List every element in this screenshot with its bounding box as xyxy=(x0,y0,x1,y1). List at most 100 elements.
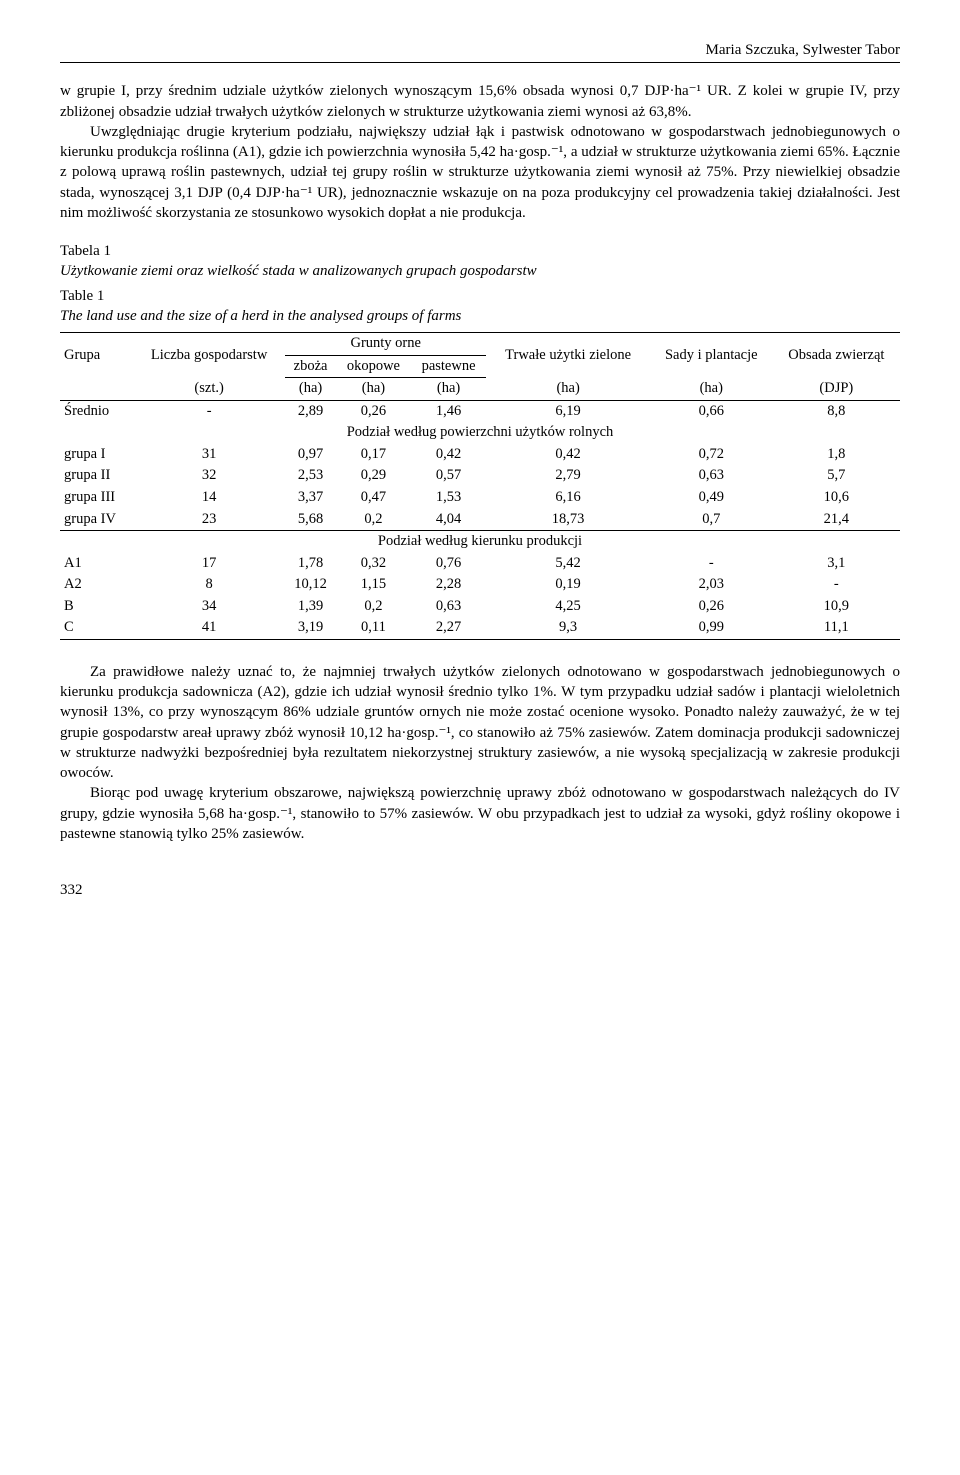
cell: 1,39 xyxy=(285,596,336,618)
col-obsada: Obsada zwierząt xyxy=(773,333,900,378)
table-row: B 34 1,39 0,2 0,63 4,25 0,26 10,9 xyxy=(60,596,900,618)
section-row-1: Podział według powierzchni użytków rolny… xyxy=(60,422,900,444)
cell: A1 xyxy=(60,553,133,575)
cell: 1,8 xyxy=(773,444,900,466)
col-grunty: Grunty orne xyxy=(285,333,486,356)
cell: 0,19 xyxy=(486,574,649,596)
cell: 8 xyxy=(133,574,285,596)
unit-szt: (szt.) xyxy=(133,378,285,401)
cell: 2,89 xyxy=(285,400,336,422)
col-okopowe: okopowe xyxy=(336,355,411,378)
cell: B xyxy=(60,596,133,618)
cell: Średnio xyxy=(60,400,133,422)
cell: - xyxy=(773,574,900,596)
cell: 21,4 xyxy=(773,509,900,531)
unit-ha: (ha) xyxy=(336,378,411,401)
cell: 8,8 xyxy=(773,400,900,422)
cell: 6,16 xyxy=(486,487,649,509)
table-row: grupa I 31 0,97 0,17 0,42 0,42 0,72 1,8 xyxy=(60,444,900,466)
table-row: A1 17 1,78 0,32 0,76 5,42 - 3,1 xyxy=(60,553,900,575)
cell: - xyxy=(650,553,773,575)
cell: 4,04 xyxy=(411,509,487,531)
table-units-row: (szt.) (ha) (ha) (ha) (ha) (ha) (DJP) xyxy=(60,378,900,401)
cell: 34 xyxy=(133,596,285,618)
cell: 0,32 xyxy=(336,553,411,575)
cell: 18,73 xyxy=(486,509,649,531)
cell: 0,97 xyxy=(285,444,336,466)
cell: 0,11 xyxy=(336,617,411,639)
paragraph-3: Za prawidłowe należy uznać to, że najmni… xyxy=(60,662,900,784)
cell: - xyxy=(133,400,285,422)
table-row: grupa IV 23 5,68 0,2 4,04 18,73 0,7 21,4 xyxy=(60,509,900,531)
cell: grupa I xyxy=(60,444,133,466)
page-number: 332 xyxy=(60,880,900,900)
col-trwale: Trwałe użytki zielone xyxy=(486,333,649,378)
table-caption-en: The land use and the size of a herd in t… xyxy=(60,306,900,326)
unit-ha: (ha) xyxy=(650,378,773,401)
table-row: grupa II 32 2,53 0,29 0,57 2,79 0,63 5,7 xyxy=(60,465,900,487)
header-rule xyxy=(60,62,900,63)
cell: A2 xyxy=(60,574,133,596)
unit-ha: (ha) xyxy=(285,378,336,401)
cell: 0,29 xyxy=(336,465,411,487)
col-pastewne: pastewne xyxy=(411,355,487,378)
cell: 0,26 xyxy=(336,400,411,422)
cell: 5,7 xyxy=(773,465,900,487)
cell: C xyxy=(60,617,133,639)
cell: 1,15 xyxy=(336,574,411,596)
cell: 31 xyxy=(133,444,285,466)
cell: 4,25 xyxy=(486,596,649,618)
col-zboza: zboża xyxy=(285,355,336,378)
cell: 32 xyxy=(133,465,285,487)
cell: 6,19 xyxy=(486,400,649,422)
cell: 2,28 xyxy=(411,574,487,596)
cell: grupa II xyxy=(60,465,133,487)
cell: 0,42 xyxy=(411,444,487,466)
cell: 1,78 xyxy=(285,553,336,575)
cell: 0,57 xyxy=(411,465,487,487)
cell: 0,17 xyxy=(336,444,411,466)
cell: 10,9 xyxy=(773,596,900,618)
table-header-row-1: Grupa Liczba gospodarstw Grunty orne Trw… xyxy=(60,333,900,356)
author-header: Maria Szczuka, Sylwester Tabor xyxy=(60,40,900,60)
cell: 10,6 xyxy=(773,487,900,509)
cell: 0,47 xyxy=(336,487,411,509)
paragraph-1: w grupie I, przy średnim udziale użytków… xyxy=(60,81,900,122)
cell: 2,53 xyxy=(285,465,336,487)
cell: 0,72 xyxy=(650,444,773,466)
unit-djp: (DJP) xyxy=(773,378,900,401)
table-row: A2 8 10,12 1,15 2,28 0,19 2,03 - xyxy=(60,574,900,596)
cell: 0,2 xyxy=(336,509,411,531)
cell: grupa III xyxy=(60,487,133,509)
section-label: Podział według powierzchni użytków rolny… xyxy=(60,422,900,444)
cell: 10,12 xyxy=(285,574,336,596)
table-label-pl: Tabela 1 xyxy=(60,241,900,261)
cell: 14 xyxy=(133,487,285,509)
cell: 2,79 xyxy=(486,465,649,487)
data-table: Grupa Liczba gospodarstw Grunty orne Trw… xyxy=(60,332,900,640)
cell: 3,37 xyxy=(285,487,336,509)
cell: 0,26 xyxy=(650,596,773,618)
cell: 41 xyxy=(133,617,285,639)
table-row: C 41 3,19 0,11 2,27 9,3 0,99 11,1 xyxy=(60,617,900,639)
cell: 0,2 xyxy=(336,596,411,618)
section-row-2: Podział według kierunku produkcji xyxy=(60,531,900,553)
cell: 0,49 xyxy=(650,487,773,509)
unit-ha: (ha) xyxy=(486,378,649,401)
cell: 23 xyxy=(133,509,285,531)
col-liczba: Liczba gospodarstw xyxy=(133,333,285,378)
cell: grupa IV xyxy=(60,509,133,531)
cell: 5,42 xyxy=(486,553,649,575)
table-row: Średnio - 2,89 0,26 1,46 6,19 0,66 8,8 xyxy=(60,400,900,422)
table-caption-pl: Użytkowanie ziemi oraz wielkość stada w … xyxy=(60,261,900,281)
cell: 2,27 xyxy=(411,617,487,639)
cell: 0,42 xyxy=(486,444,649,466)
cell: 0,63 xyxy=(650,465,773,487)
cell: 3,1 xyxy=(773,553,900,575)
cell: 5,68 xyxy=(285,509,336,531)
cell: 17 xyxy=(133,553,285,575)
cell: 0,76 xyxy=(411,553,487,575)
cell: 11,1 xyxy=(773,617,900,639)
unit-ha: (ha) xyxy=(411,378,487,401)
paragraph-2: Uwzględniając drugie kryterium podziału,… xyxy=(60,122,900,223)
